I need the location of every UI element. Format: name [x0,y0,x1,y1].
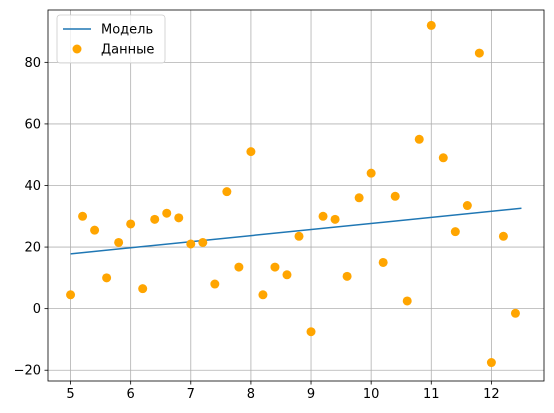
y-axis-ticks: −20 0 20 40 60 80 [14,56,48,379]
legend-box [56,14,166,64]
data-point [342,271,352,281]
data-point [354,193,364,203]
x-tick-label: 12 [483,387,500,402]
data-point [414,134,424,144]
legend: Модель Данные [56,14,166,64]
legend-label-data: Данные [101,43,154,58]
data-point [390,191,400,201]
data-point [234,262,244,272]
legend-point-marker [72,44,82,54]
data-point [378,257,388,267]
y-tick-label: 80 [24,56,41,71]
y-tick-label: −20 [14,364,41,379]
data-point [450,227,460,237]
x-tick-label: 8 [247,387,255,402]
data-point [318,211,328,221]
data-point [198,237,208,247]
y-tick-label: 40 [24,179,41,194]
x-tick-label: 5 [66,387,74,402]
data-point [486,358,496,368]
data-point [222,187,232,197]
data-point [114,237,124,247]
y-tick-label: 0 [33,302,41,317]
data-points-series [66,20,520,368]
x-tick-label: 9 [307,387,315,402]
data-point [270,262,280,272]
data-point [78,211,88,221]
data-point [402,296,412,306]
data-point [306,327,316,337]
x-tick-label: 7 [187,387,195,402]
legend-label-model: Модель [101,23,153,38]
data-point [438,153,448,163]
data-point [462,201,472,211]
data-point [150,214,160,224]
grid [48,10,544,381]
y-tick-label: 20 [24,241,41,256]
data-point [366,168,376,178]
data-point [258,290,268,300]
plot-frame [47,9,545,382]
data-point [102,273,112,283]
x-axis-ticks: 5 6 7 8 9 10 11 12 [66,381,500,402]
data-point [186,239,196,249]
data-point [474,48,484,58]
x-tick-label: 6 [127,387,135,402]
model-line [70,207,522,255]
data-point [510,308,520,318]
data-point [126,219,136,229]
y-tick-label: 60 [24,117,41,132]
data-point [294,231,304,241]
data-point [282,270,292,280]
data-point [426,20,436,30]
data-point [90,225,100,235]
x-tick-label: 11 [423,387,440,402]
data-point [330,214,340,224]
x-tick-label: 10 [363,387,380,402]
data-point [174,213,184,223]
data-point [138,284,148,294]
data-point [498,231,508,241]
data-point [210,279,220,289]
model-line-series [70,207,522,255]
data-point [66,290,76,300]
data-point [246,147,256,157]
data-point [162,208,172,218]
